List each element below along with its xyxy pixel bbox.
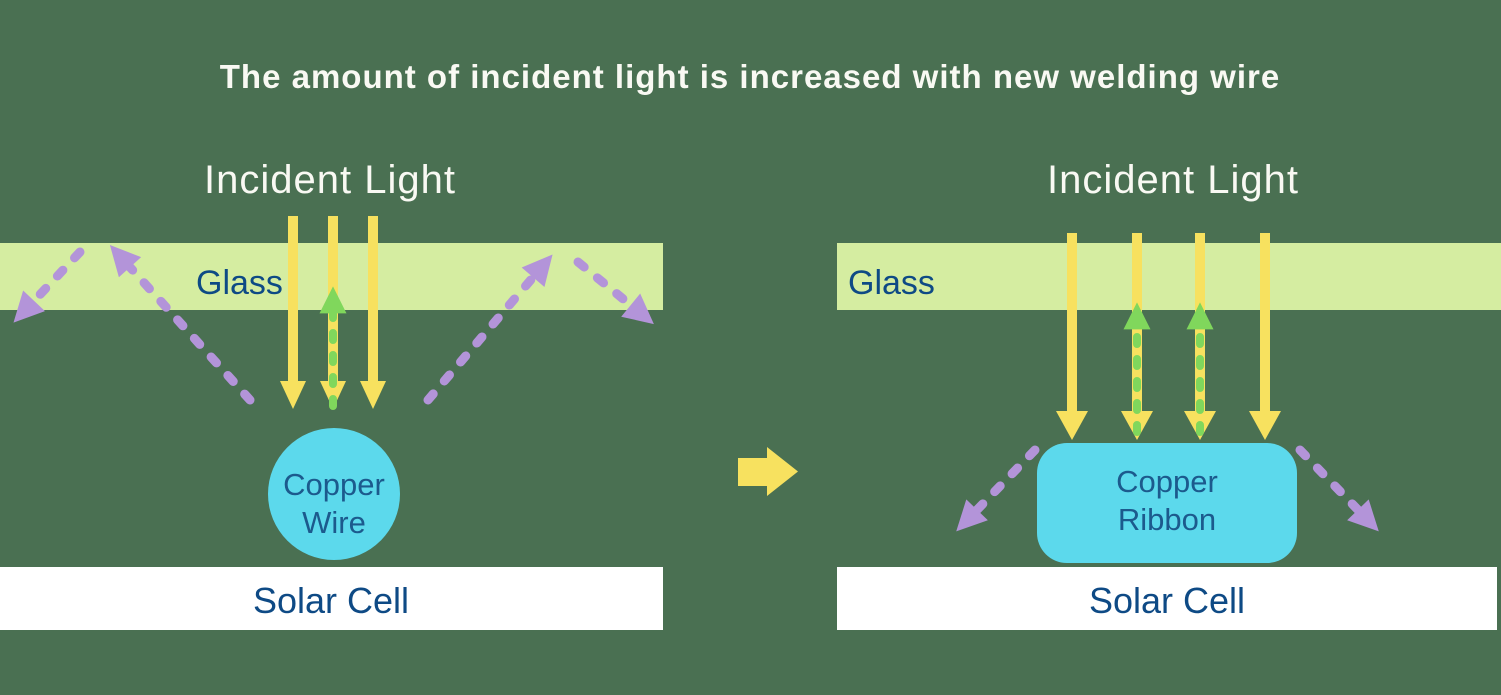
scattered-ray-down-left (956, 445, 1040, 532)
glass-label: Glass (196, 264, 283, 302)
copper-ribbon-label-line1: Copper (1116, 464, 1218, 499)
scattered-rays (13, 244, 654, 405)
scattered-ray-up-left (109, 244, 255, 405)
incident-light-label: Incident Light (204, 158, 456, 202)
incident-arrow-head-icon (1249, 411, 1281, 440)
reflected-rays (1123, 302, 1214, 436)
solar-cell-layer (837, 567, 1497, 630)
copper-wire-shape (268, 428, 400, 560)
copper-wire-label: Copper Wire (283, 467, 385, 540)
left-panel: Incident Light Glass (0, 158, 663, 630)
right-panel: Incident Light Glass (837, 158, 1501, 630)
incident-light-label: Incident Light (1047, 158, 1299, 202)
glass-layer (837, 243, 1501, 310)
solar-cell-label: Solar Cell (253, 580, 409, 621)
scattered-ray-down-right (1295, 445, 1379, 532)
copper-wire-label-line1: Copper (283, 467, 385, 502)
scattered-ray-up-right (423, 254, 553, 405)
transition-arrow-icon (738, 447, 798, 496)
copper-wire-label-line2: Wire (302, 505, 366, 540)
incident-arrow-head-icon (1056, 411, 1088, 440)
incident-light-arrows (280, 216, 386, 409)
solar-cell-label: Solar Cell (1089, 580, 1245, 621)
glass-label: Glass (848, 264, 935, 302)
incident-arrow-head-icon (360, 381, 386, 409)
copper-ribbon-label-line2: Ribbon (1118, 502, 1216, 537)
scattered-rays (956, 445, 1379, 532)
incident-arrow-head-icon (280, 381, 306, 409)
diagram-title: The amount of incident light is increase… (220, 58, 1280, 95)
scattered-ray-exit-right (573, 257, 654, 325)
solar-cell-layer (0, 567, 663, 630)
copper-ribbon-label: Copper Ribbon (1116, 464, 1218, 537)
copper-ribbon-shape (1037, 443, 1297, 563)
scattered-ray-exit-left (13, 247, 85, 323)
